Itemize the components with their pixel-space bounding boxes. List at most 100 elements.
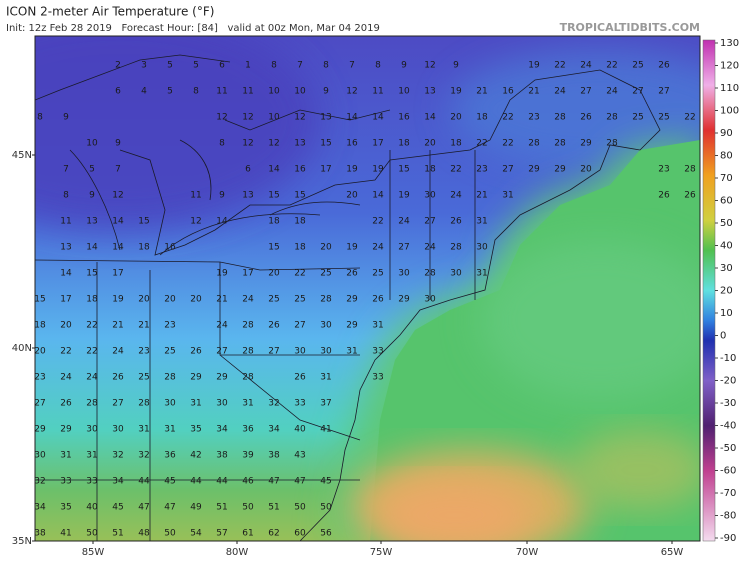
station-value: 41 xyxy=(60,529,71,539)
station-value: 28 xyxy=(450,243,462,253)
station-value: 44 xyxy=(190,477,202,487)
station-value: 45 xyxy=(320,477,331,487)
station-value: 20 xyxy=(60,321,72,331)
station-value: 14 xyxy=(86,243,98,253)
station-value: 25 xyxy=(372,269,383,279)
station-value: 17 xyxy=(112,269,123,279)
station-value: 35 xyxy=(190,425,201,435)
station-value: 11 xyxy=(216,87,227,97)
station-value: 25 xyxy=(632,61,643,71)
colorbar-label: 70 xyxy=(720,173,733,184)
station-value: 61 xyxy=(242,529,253,539)
station-value: 26 xyxy=(268,321,280,331)
station-value: 11 xyxy=(242,87,253,97)
station-value: 12 xyxy=(190,217,201,227)
station-value: 28 xyxy=(242,321,254,331)
station-value: 24 xyxy=(424,243,436,253)
station-value: 30 xyxy=(86,425,98,435)
station-value: 23 xyxy=(528,113,539,123)
station-value: 30 xyxy=(320,347,332,357)
station-value: 14 xyxy=(424,113,436,123)
station-value: 22 xyxy=(554,61,565,71)
station-value: 18 xyxy=(138,243,150,253)
station-value: 30 xyxy=(476,243,488,253)
station-value: 20 xyxy=(164,295,176,305)
station-value: 15 xyxy=(34,295,45,305)
colorbar-label: 100 xyxy=(720,106,739,117)
colorbar-label: -20 xyxy=(720,376,736,387)
station-value: 9 xyxy=(115,139,121,149)
station-value: 25 xyxy=(632,113,643,123)
station-value: 48 xyxy=(138,529,150,539)
station-value: 28 xyxy=(242,347,254,357)
station-value: 19 xyxy=(216,269,228,279)
station-value: 8 xyxy=(63,191,69,201)
station-value: 27 xyxy=(398,243,409,253)
station-value: 12 xyxy=(112,191,123,201)
station-value: 28 xyxy=(424,269,436,279)
station-value: 23 xyxy=(658,165,669,175)
station-value: 16 xyxy=(294,165,306,175)
station-value: 30 xyxy=(164,399,176,409)
station-value: 15 xyxy=(268,243,279,253)
station-value: 6 xyxy=(115,87,121,97)
station-value: 10 xyxy=(398,87,410,97)
station-value: 22 xyxy=(502,139,513,149)
station-value: 25 xyxy=(294,295,305,305)
station-value: 41 xyxy=(320,425,331,435)
station-value: 44 xyxy=(138,477,150,487)
station-value: 37 xyxy=(320,399,331,409)
station-value: 24 xyxy=(216,321,228,331)
station-value: 33 xyxy=(86,477,97,487)
map-field xyxy=(35,36,700,541)
station-value: 43 xyxy=(294,451,305,461)
station-value: 21 xyxy=(476,87,487,97)
station-value: 8 xyxy=(193,87,199,97)
station-value: 19 xyxy=(372,165,384,175)
station-value: 27 xyxy=(658,87,669,97)
station-value: 10 xyxy=(294,87,306,97)
station-value: 47 xyxy=(294,477,305,487)
station-value: 20 xyxy=(424,139,436,149)
station-value: 19 xyxy=(112,295,124,305)
station-value: 13 xyxy=(424,87,435,97)
station-value: 30 xyxy=(424,191,436,201)
station-value: 30 xyxy=(216,399,228,409)
station-value: 30 xyxy=(34,451,46,461)
station-value: 22 xyxy=(606,61,617,71)
station-value: 26 xyxy=(60,399,72,409)
station-value: 8 xyxy=(375,61,381,71)
lat-label: 45N xyxy=(12,150,32,161)
colorbar-label: 10 xyxy=(720,308,733,319)
station-value: 38 xyxy=(34,529,46,539)
station-value: 15 xyxy=(86,269,97,279)
colorbar-label: 120 xyxy=(720,61,739,72)
station-value: 26 xyxy=(658,191,670,201)
station-value: 29 xyxy=(528,165,540,175)
colorbar-label: 50 xyxy=(720,218,733,229)
station-value: 13 xyxy=(60,243,71,253)
station-value: 18 xyxy=(294,243,306,253)
station-value: 7 xyxy=(115,165,121,175)
station-value: 50 xyxy=(242,503,254,513)
station-value: 4 xyxy=(141,87,147,97)
station-value: 25 xyxy=(320,269,331,279)
station-value: 28 xyxy=(606,113,618,123)
lon-label: 65W xyxy=(661,547,684,558)
map-frame xyxy=(34,35,701,542)
station-value: 1 xyxy=(245,61,251,71)
station-value: 28 xyxy=(554,139,566,149)
station-value: 13 xyxy=(320,113,331,123)
station-value: 13 xyxy=(86,217,97,227)
station-value: 24 xyxy=(86,373,98,383)
station-value: 14 xyxy=(112,217,124,227)
station-value: 9 xyxy=(63,113,69,123)
station-value: 23 xyxy=(138,347,149,357)
station-value: 15 xyxy=(268,191,279,201)
station-value: 17 xyxy=(372,139,383,149)
station-value: 29 xyxy=(346,321,358,331)
station-value: 10 xyxy=(268,87,280,97)
station-value: 36 xyxy=(242,425,254,435)
station-value: 25 xyxy=(164,347,175,357)
